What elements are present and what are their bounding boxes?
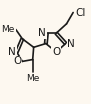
Text: N: N bbox=[68, 39, 75, 49]
Text: Cl: Cl bbox=[75, 7, 85, 17]
Text: N: N bbox=[8, 47, 16, 57]
Text: O: O bbox=[52, 47, 60, 57]
Text: N: N bbox=[38, 28, 46, 38]
Text: O: O bbox=[13, 56, 21, 66]
Text: Me: Me bbox=[26, 74, 39, 83]
Text: Me: Me bbox=[1, 25, 15, 34]
